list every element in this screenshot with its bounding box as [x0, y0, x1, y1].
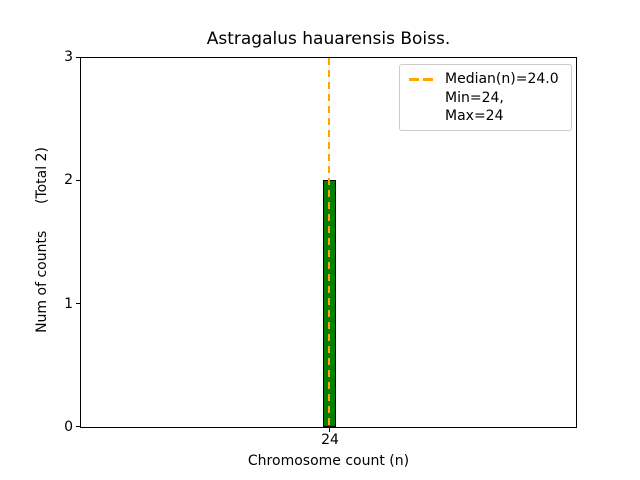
- x-tick-label: 24: [321, 432, 339, 448]
- legend-entry-minmax: Min=24, Max=24: [409, 89, 562, 125]
- x-tick-mark: [329, 428, 330, 432]
- y-tick-label: 0: [64, 419, 73, 435]
- y-tick-label: 3: [64, 49, 73, 65]
- y-tick-mark: [76, 57, 80, 58]
- legend-swatch-spacer: [409, 106, 436, 109]
- x-axis-label: Chromosome count (n): [247, 453, 410, 469]
- y-tick-label: 1: [64, 296, 73, 312]
- y-tick-mark: [76, 303, 80, 304]
- median-dashed-line: [328, 58, 330, 427]
- legend: Median(n)=24.0 Min=24, Max=24: [399, 64, 572, 131]
- y-tick-label: 2: [64, 172, 73, 188]
- median-line-legend-swatch: [409, 77, 436, 81]
- y-tick-mark: [76, 426, 80, 427]
- chart-title: Astragalus hauarensis Boiss.: [206, 29, 451, 49]
- y-tick-mark: [76, 180, 80, 181]
- legend-entry-label: Min=24, Max=24: [445, 90, 504, 124]
- legend-entry-label: Median(n)=24.0: [445, 71, 559, 87]
- legend-entry-median: Median(n)=24.0: [409, 70, 562, 88]
